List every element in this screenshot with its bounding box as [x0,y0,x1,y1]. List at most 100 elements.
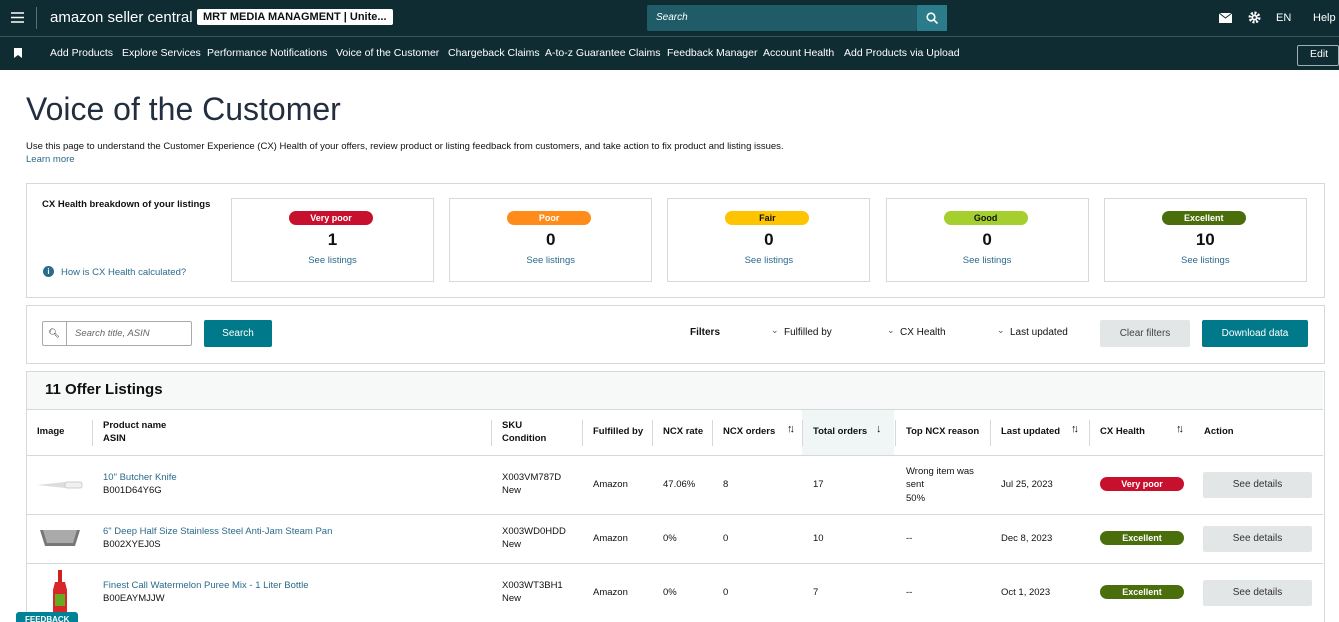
edit-label[interactable]: Edit [1310,48,1329,60]
nav-item[interactable]: Account Health [763,47,835,59]
column-header: NCX rate [663,426,704,437]
clear-filters[interactable]: Clear filters [1100,320,1190,347]
column-header: NCX orders [723,426,776,437]
column-header: SKU [502,420,523,431]
search-field[interactable] [647,5,917,31]
ncx-reason: 50% [906,492,926,504]
nav-item[interactable]: A-to-z Guarantee Claims [545,47,661,59]
ncx-rate: 47.06% [663,478,696,490]
asin: B001D64Y6G [103,484,162,496]
nav-item[interactable]: Voice of the Customer [336,47,440,59]
sort-icon[interactable]: ↑↓ [787,423,795,435]
row-divider [27,514,1323,515]
product-name[interactable]: 10" Butcher Knife [103,471,177,483]
column-divider [582,420,583,446]
asin: B002XYEJ0S [103,538,161,550]
column-divider [1089,420,1090,446]
health-card [885,198,1089,282]
see-details[interactable]: See details [1203,525,1312,552]
total-orders: 7 [813,586,819,598]
help-link[interactable]: How is CX Health calculated? [61,267,187,278]
help[interactable]: Help [1313,12,1336,24]
search-button[interactable]: Search [204,320,272,347]
see-listings[interactable]: See listings [744,255,794,266]
column-divider [92,420,93,446]
feedback-tab[interactable] [16,612,78,622]
nav-item[interactable]: Add Products [50,47,114,59]
health-count: 0 [982,230,992,249]
search-button[interactable] [917,5,947,31]
settings-icon[interactable] [1248,11,1261,24]
ncx-orders: 0 [723,586,729,598]
search-placeholder: Search [656,12,688,23]
search-icon-box: 🔍︎ [42,321,67,346]
filter-dropdown[interactable]: Last updated [1010,327,1068,338]
nav-item[interactable]: Performance Notifications [207,47,328,59]
health-count: 1 [327,230,338,249]
dropdown-caret: ⌄ [887,325,895,335]
logo[interactable]: amazon seller central [50,9,193,26]
fulfilled-by: Amazon [593,478,628,490]
column-header: Fulfilled by [593,426,644,437]
sort-icon[interactable]: ↑↓ [1071,423,1079,435]
nav-item[interactable]: Chargeback Claims [448,47,540,59]
health-count: 10 [1195,230,1215,249]
product-name[interactable]: Finest Call Watermelon Puree Mix - 1 Lit… [103,579,309,591]
sort-icon[interactable]: ↓ [876,423,881,435]
filter-dropdown[interactable]: Fulfilled by [784,327,832,338]
mail-icon[interactable] [1219,13,1232,23]
column-divider [491,420,492,446]
total-orders: 17 [813,478,824,490]
health-badge: Excellent [1161,211,1246,225]
column-header: ASIN [103,433,126,444]
health-card [449,198,653,282]
nav-item[interactable]: Explore Services [122,47,201,59]
ncx-reason: Wrong item was [906,465,974,477]
condition: New [502,484,522,496]
search-input[interactable] [42,321,192,346]
ncx-rate: 0% [663,586,677,598]
total-orders: 10 [813,532,824,544]
column-header: Total orders [813,426,868,437]
column-header: Product name [103,420,167,431]
see-listings[interactable]: See listings [308,255,357,266]
health-badge: Very poor [289,211,373,225]
see-listings[interactable]: See listings [526,255,575,266]
ncx-reason: -- [906,586,913,598]
health-card [667,198,871,282]
cx-health-badge: Excellent [1100,530,1184,545]
bookmark-icon[interactable] [14,48,22,58]
learn-more[interactable]: Learn more [26,154,75,165]
see-details[interactable]: See details [1203,579,1312,606]
see-details[interactable]: See details [1203,471,1312,498]
menu-icon[interactable] [11,12,24,23]
breakdown-panel [26,183,1325,298]
nav-item[interactable]: Add Products via Upload [844,47,960,59]
account-switcher[interactable]: MRT MEDIA MANAGMENT | Unite... [197,9,393,25]
sku: X003WD0HDD [502,525,566,537]
see-listings[interactable]: See listings [962,255,1012,266]
table-panel [26,371,1325,622]
description: Use this page to understand the Customer… [26,141,784,152]
health-badge: Good [943,211,1028,225]
feedback-label[interactable]: FEEDBACK [25,615,70,622]
filter-dropdown[interactable]: CX Health [900,327,946,338]
column-divider [990,420,991,446]
column-header: Action [1204,426,1234,437]
product-name[interactable]: 6" Deep Half Size Stainless Steel Anti-J… [103,525,333,537]
column-divider [895,420,896,446]
sorted-column [802,410,894,455]
fulfilled-by: Amazon [593,586,628,598]
download-button[interactable]: Download data [1202,320,1308,347]
last-updated: Jul 25, 2023 [1001,478,1053,490]
language[interactable]: EN [1276,12,1292,24]
search-input-placeholder: Search title, ASIN [75,328,150,339]
sku: X003WT3BH1 [502,579,563,591]
nav-item[interactable]: Feedback Manager [667,47,758,59]
table-title: 11 Offer Listings [45,381,163,398]
breakdown-label: CX Health breakdown of your listings [42,199,211,210]
product-image [37,481,83,489]
health-badge: Poor [507,211,592,225]
sort-icon[interactable]: ↑↓ [1176,423,1184,435]
see-listings[interactable]: See listings [1181,255,1230,266]
